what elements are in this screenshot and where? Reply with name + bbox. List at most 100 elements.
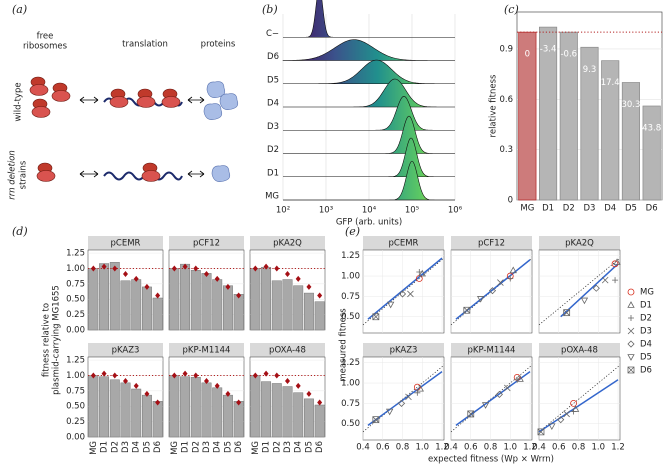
bar <box>222 394 233 438</box>
bar <box>621 82 640 201</box>
bar <box>282 386 293 438</box>
point <box>548 423 556 430</box>
plot-frame <box>538 249 621 334</box>
bar <box>131 388 142 438</box>
x-tick-label: D2 <box>191 441 201 453</box>
bar <box>169 268 180 331</box>
point <box>563 410 570 418</box>
strip <box>363 236 444 250</box>
bar <box>314 404 325 438</box>
bar <box>250 375 261 438</box>
y-tick-label: 0.3 <box>499 145 513 155</box>
legend-marker <box>627 327 635 335</box>
x-tick-label: MG <box>170 441 180 455</box>
expected-point <box>317 292 323 299</box>
fit-line <box>560 263 619 318</box>
expected-point <box>155 399 161 406</box>
x-tick-label: 0.8 <box>572 443 586 453</box>
diagram-text: wild-type <box>14 82 24 121</box>
bar <box>99 263 110 331</box>
panel-a: (a) free ribosomes translation proteins … <box>8 3 239 200</box>
bar <box>99 376 110 438</box>
facet-title: pKP-M1144 <box>468 346 516 356</box>
point <box>407 290 414 298</box>
bar <box>282 279 293 331</box>
legend-label: D3 <box>640 327 652 337</box>
annotation: -3.4 <box>540 45 557 55</box>
y-tick-label: 1.00 <box>341 272 360 282</box>
x-tick-label: 0.8 <box>396 443 410 453</box>
expected-point <box>171 265 177 272</box>
expected-point <box>252 265 258 272</box>
category-label: D4 <box>267 99 279 109</box>
x-tick-label: 1.2 <box>611 443 625 453</box>
panel-label: (c) <box>504 3 519 16</box>
plot-frame <box>450 356 533 441</box>
expected-point <box>225 390 231 397</box>
category-label: D6 <box>267 52 279 62</box>
expected-point <box>285 378 290 384</box>
legend-label: D6 <box>640 366 652 376</box>
x-tick-label: 10⁵ <box>405 206 419 216</box>
point <box>416 384 424 392</box>
expected-point <box>182 370 188 377</box>
x-tick-label: D3 <box>121 441 131 453</box>
facet-title: pOXA-48 <box>269 346 306 356</box>
facet-title: pKP-M1144 <box>183 346 231 356</box>
legend-label: D5 <box>640 353 652 363</box>
y-tick-label: 1.25 <box>66 249 85 259</box>
facet-title: pKAZ3 <box>112 346 140 356</box>
category-label: C− <box>266 29 279 39</box>
expected-point <box>144 283 150 290</box>
expected-point <box>90 372 96 379</box>
strip <box>363 343 444 357</box>
legend-marker <box>627 366 635 374</box>
density-ridge <box>283 59 455 85</box>
x-tick-label: D6 <box>315 441 325 453</box>
expected-point <box>263 263 269 270</box>
y-tick-label: 0.50 <box>341 312 360 322</box>
arrow <box>187 96 205 104</box>
strip <box>169 343 244 357</box>
point <box>372 416 380 424</box>
x-tick-label: D2 <box>110 441 120 453</box>
bar <box>190 377 201 438</box>
x-tick-label: D1 <box>262 441 272 453</box>
expected-point <box>182 263 188 270</box>
facet-title: pKAZ3 <box>390 346 418 356</box>
legend-label: D2 <box>640 314 652 324</box>
bar <box>580 46 599 201</box>
x-tick-label: 10² <box>276 206 290 216</box>
point <box>372 313 380 321</box>
panel-label: (b) <box>262 3 278 16</box>
annotation: 30.3 <box>621 100 640 110</box>
strip <box>169 236 244 250</box>
expected-point <box>112 265 118 272</box>
bar <box>109 379 120 438</box>
x-tick-label: D4 <box>132 441 142 453</box>
strip <box>250 343 325 357</box>
expected-point <box>204 378 209 384</box>
x-tick-label: 0.4 <box>444 443 458 453</box>
point <box>495 390 503 398</box>
x-tick-label: D1 <box>542 204 554 214</box>
expected-point <box>274 372 280 379</box>
x-tick-label: 0.8 <box>484 443 498 453</box>
y-tick-label: 0.6 <box>499 95 513 105</box>
bar <box>250 268 261 331</box>
expected-point <box>236 399 242 406</box>
y-tick-label: 0.75 <box>341 399 360 409</box>
point <box>509 266 517 274</box>
legend-marker <box>627 340 635 348</box>
ribosome <box>161 88 181 108</box>
x-tick-label: MG <box>251 441 261 455</box>
strip <box>451 343 532 357</box>
y-tick-label: 0.25 <box>66 310 85 320</box>
point <box>514 376 521 383</box>
bar <box>152 401 163 438</box>
bar <box>271 280 282 331</box>
expected-point <box>225 283 231 290</box>
plot-frame <box>538 356 621 441</box>
bar <box>222 285 233 331</box>
